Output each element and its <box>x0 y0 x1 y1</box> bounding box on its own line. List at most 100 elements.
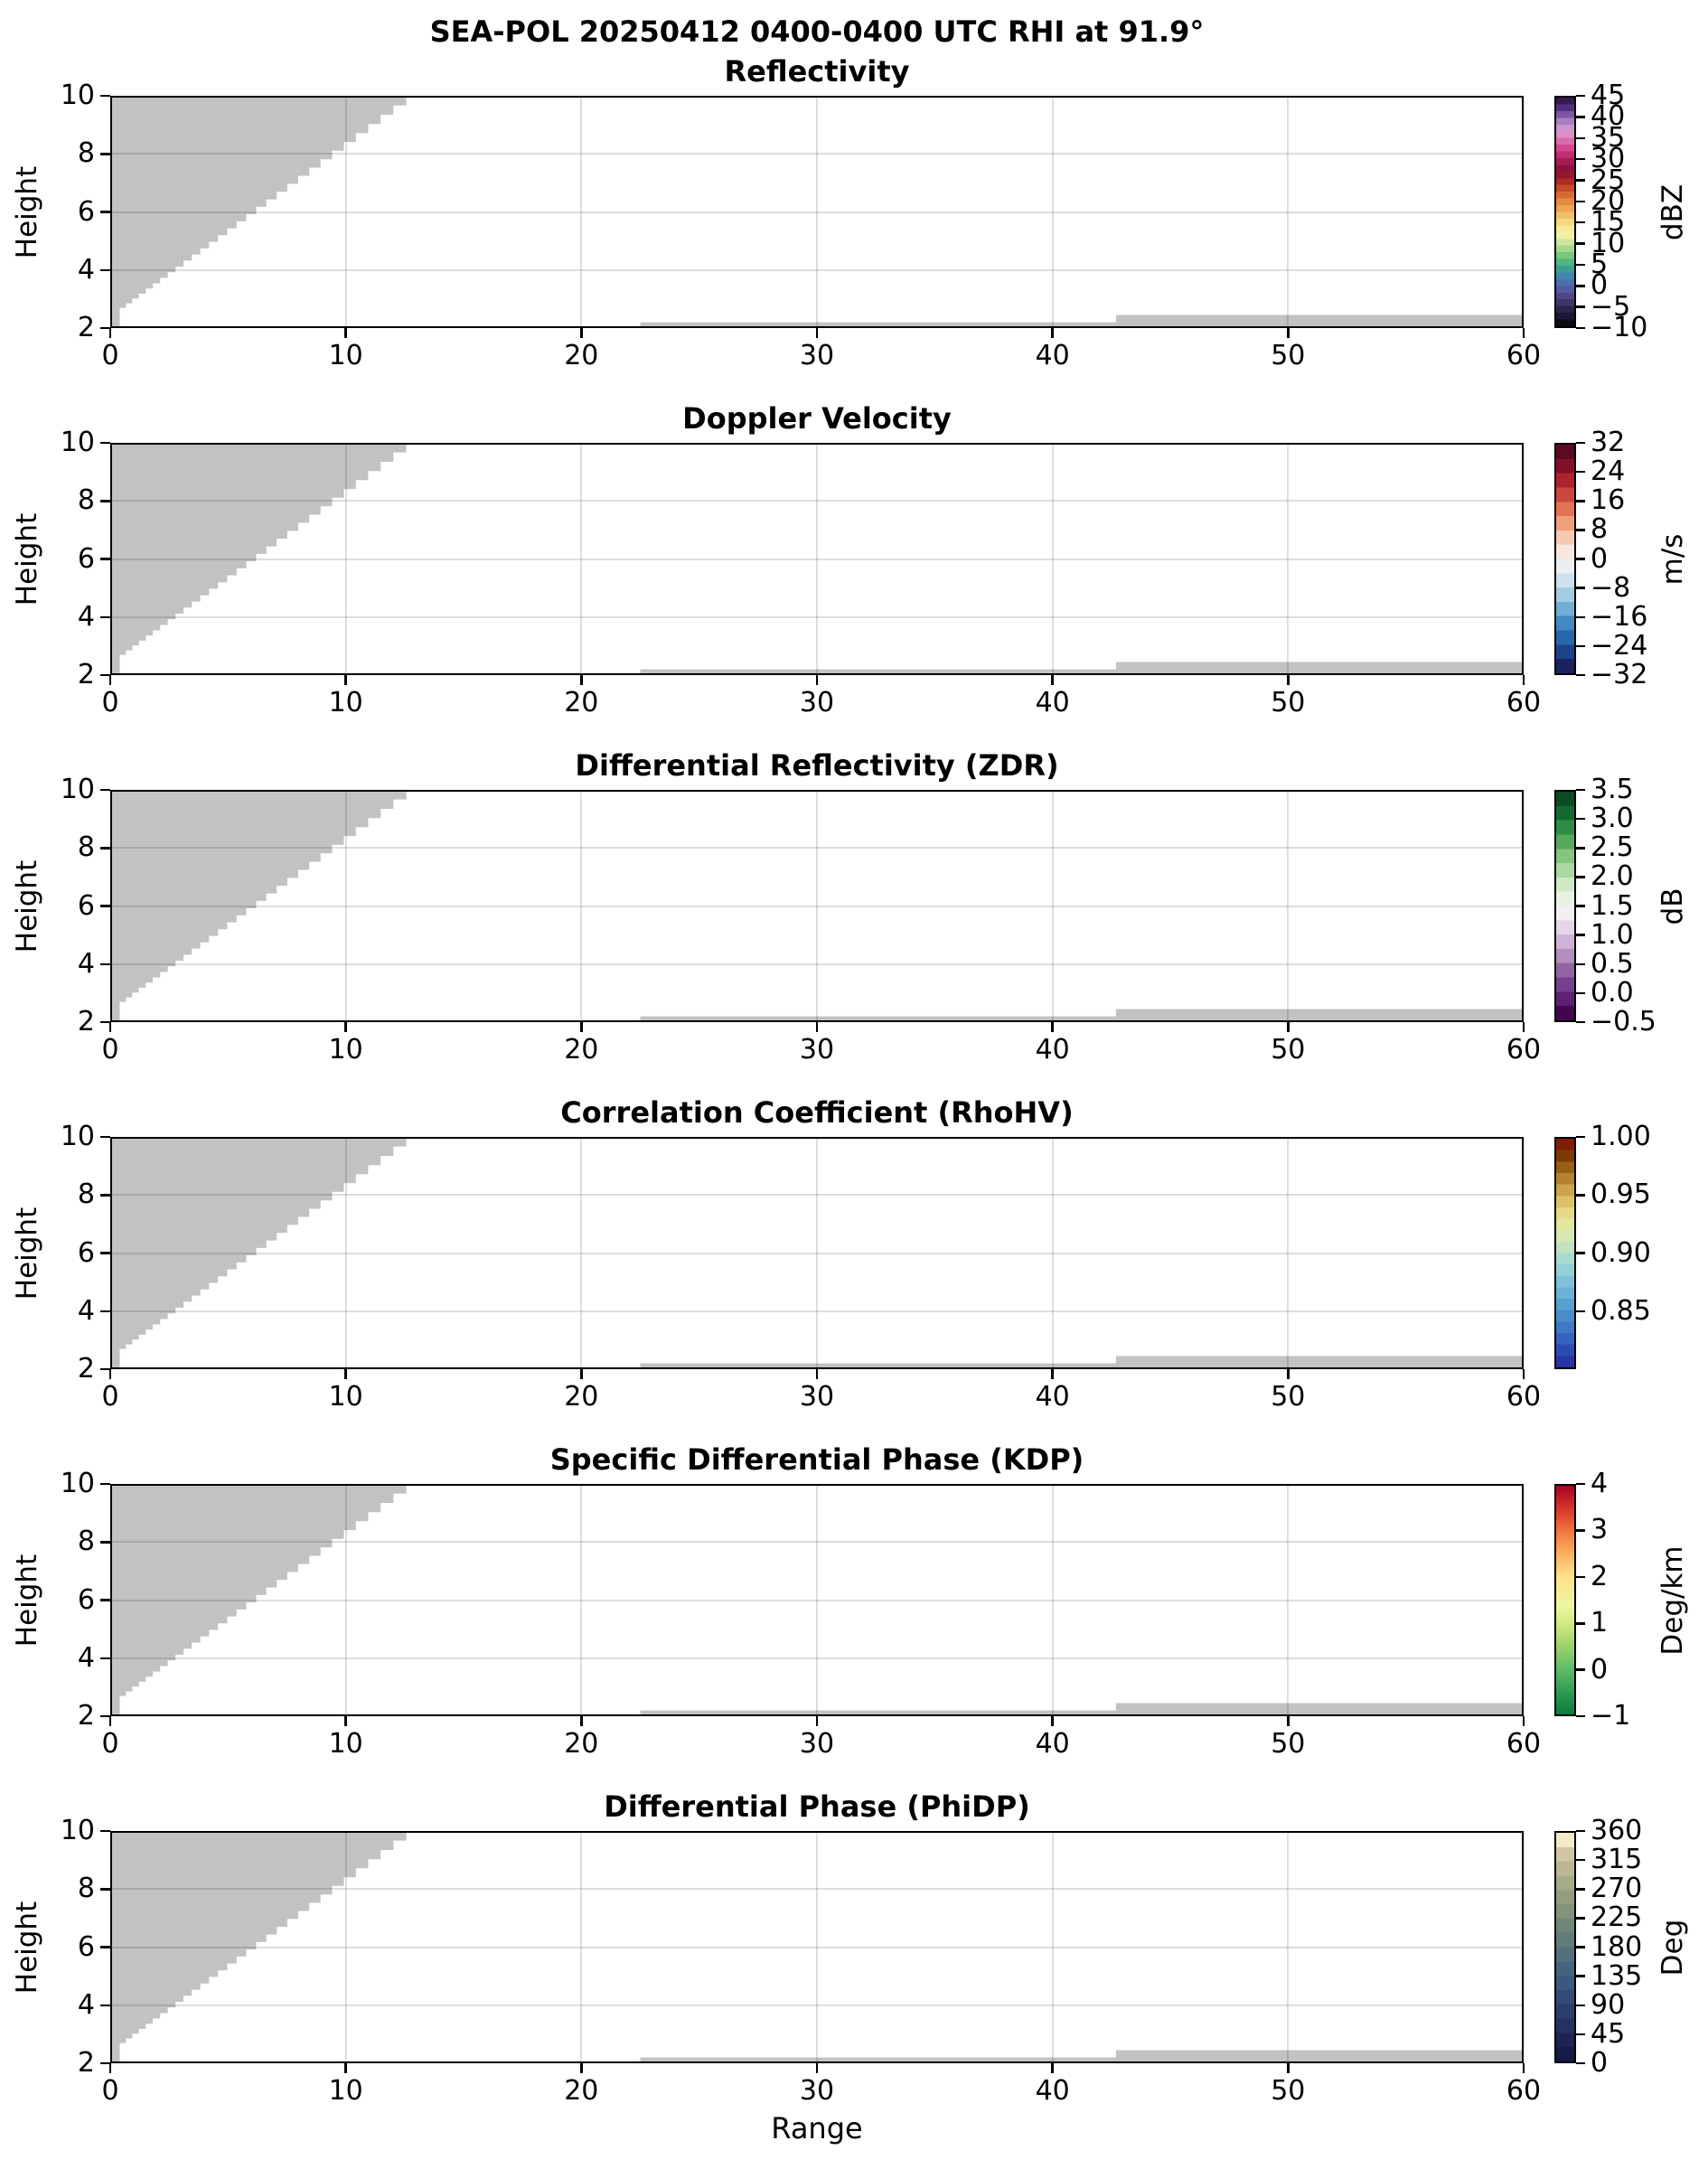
y-tick-label: 8 <box>77 1526 95 1558</box>
colorbar-tick <box>1576 1529 1585 1532</box>
y-tick-label: 10 <box>60 774 95 805</box>
colorbar-tick <box>1576 2033 1585 2036</box>
colorbar-tick <box>1576 1829 1585 1833</box>
bottom-strip <box>1116 1009 1524 1022</box>
x-tick <box>1522 675 1525 685</box>
y-tick <box>100 1714 110 1718</box>
y-tick <box>100 558 110 560</box>
no-data-wedge <box>110 443 407 675</box>
masked-data-layer <box>110 790 1524 1022</box>
y-tick <box>100 326 110 330</box>
grid-line-horizontal <box>110 2004 1524 2006</box>
plot-spines <box>110 1484 1524 1716</box>
colorbar-tick-label: 0 <box>1591 542 1609 575</box>
colorbar-tick-label: 90 <box>1591 1988 1626 2021</box>
colorbar-tick <box>1576 179 1585 182</box>
y-tick-label: 4 <box>77 253 95 286</box>
y-tick <box>100 1135 110 1139</box>
x-tick-label: 0 <box>101 340 119 371</box>
x-tick-label: 50 <box>1271 340 1306 371</box>
colorbar-tick <box>1576 1482 1585 1486</box>
x-tick-label: 0 <box>101 687 119 718</box>
grid-line-horizontal <box>110 962 1524 965</box>
colorbar-tick <box>1576 529 1585 531</box>
y-tick <box>100 905 110 907</box>
bottom-strip <box>640 1016 1116 1022</box>
x-tick-label: 30 <box>799 687 835 718</box>
bottom-strip <box>1116 315 1524 328</box>
x-tick-label: 50 <box>1271 1381 1306 1413</box>
colorbar-tick-label: 225 <box>1591 1901 1643 1934</box>
y-tick <box>100 615 110 618</box>
grid-line-vertical <box>1287 1484 1290 1716</box>
colorbar-tick-label: −8 <box>1591 571 1631 604</box>
plot-spines <box>110 1831 1524 2063</box>
y-tick <box>100 1310 110 1312</box>
y-tick-label: 2 <box>77 1353 95 1385</box>
x-tick <box>1051 1716 1054 1726</box>
masked-data-layer <box>110 1137 1524 1369</box>
grid-line-horizontal <box>110 153 1524 155</box>
grid-line-vertical <box>1051 1831 1054 2063</box>
panel-title: Differential Reflectivity (ZDR) <box>575 748 1059 783</box>
x-tick-label: 50 <box>1271 2075 1306 2107</box>
colorbar-unit-label: dB <box>1656 887 1689 925</box>
colorbar-tick <box>1576 1310 1585 1312</box>
grid-line-vertical <box>816 443 818 675</box>
colorbar-tick <box>1576 1668 1585 1671</box>
y-tick-label: 4 <box>77 1641 95 1674</box>
colorbar <box>1554 1484 1576 1716</box>
grid-line-vertical <box>1051 1484 1054 1716</box>
colorbar-tick-label: 0.90 <box>1591 1236 1651 1269</box>
x-tick-label: 40 <box>1035 1381 1070 1413</box>
masked-data-layer <box>110 96 1524 328</box>
y-tick <box>100 847 110 850</box>
colorbar-tick-label: 0.95 <box>1591 1178 1651 1211</box>
y-tick <box>100 153 110 155</box>
y-tick-label: 4 <box>77 1294 95 1327</box>
plot-spines <box>110 790 1524 1022</box>
colorbar-tick-label: 0 <box>1591 2047 1609 2079</box>
colorbar-tick <box>1576 441 1585 445</box>
x-tick <box>815 1369 819 1379</box>
y-tick <box>100 673 110 677</box>
y-axis-label: Height <box>11 512 43 606</box>
x-tick-label: 20 <box>564 1034 599 1066</box>
bottom-strip <box>640 2057 1116 2063</box>
y-tick <box>100 1541 110 1544</box>
y-tick <box>100 500 110 502</box>
y-tick <box>100 1020 110 1024</box>
colorbar-tick <box>1576 326 1585 330</box>
y-tick-label: 8 <box>77 1178 95 1211</box>
x-tick-label: 60 <box>1506 1728 1542 1760</box>
colorbar-tick-label: 45 <box>1591 2017 1626 2050</box>
y-tick <box>100 94 110 98</box>
colorbar-tick-label: −5 <box>1591 290 1631 323</box>
grid-line-vertical <box>1287 1137 1290 1369</box>
no-data-wedge <box>110 1831 407 2063</box>
colorbar-tick <box>1576 876 1585 878</box>
y-tick <box>100 1599 110 1601</box>
grid-line-vertical <box>580 790 583 1022</box>
colorbar-tick <box>1576 1858 1585 1862</box>
colorbar-tick <box>1576 470 1585 474</box>
y-tick-label: 8 <box>77 1873 95 1905</box>
colorbar-tick-label: 5 <box>1591 248 1609 280</box>
colorbar-tick <box>1576 587 1585 589</box>
x-tick-label: 50 <box>1271 687 1306 718</box>
colorbar-tick-label: 3 <box>1591 1514 1609 1546</box>
y-tick-label: 2 <box>77 2047 95 2079</box>
plot-area <box>110 1831 1524 2063</box>
y-tick-label: 4 <box>77 947 95 980</box>
grid-line-vertical <box>344 1484 347 1716</box>
colorbar-tick <box>1576 934 1585 936</box>
x-tick-label: 20 <box>564 687 599 718</box>
y-tick-label: 4 <box>77 600 95 633</box>
y-tick-label: 6 <box>77 1930 95 1963</box>
x-tick <box>815 1716 819 1726</box>
y-tick-label: 10 <box>60 1468 95 1499</box>
x-tick <box>815 675 819 685</box>
y-tick <box>100 2061 110 2065</box>
colorbar-tick <box>1576 2061 1585 2065</box>
